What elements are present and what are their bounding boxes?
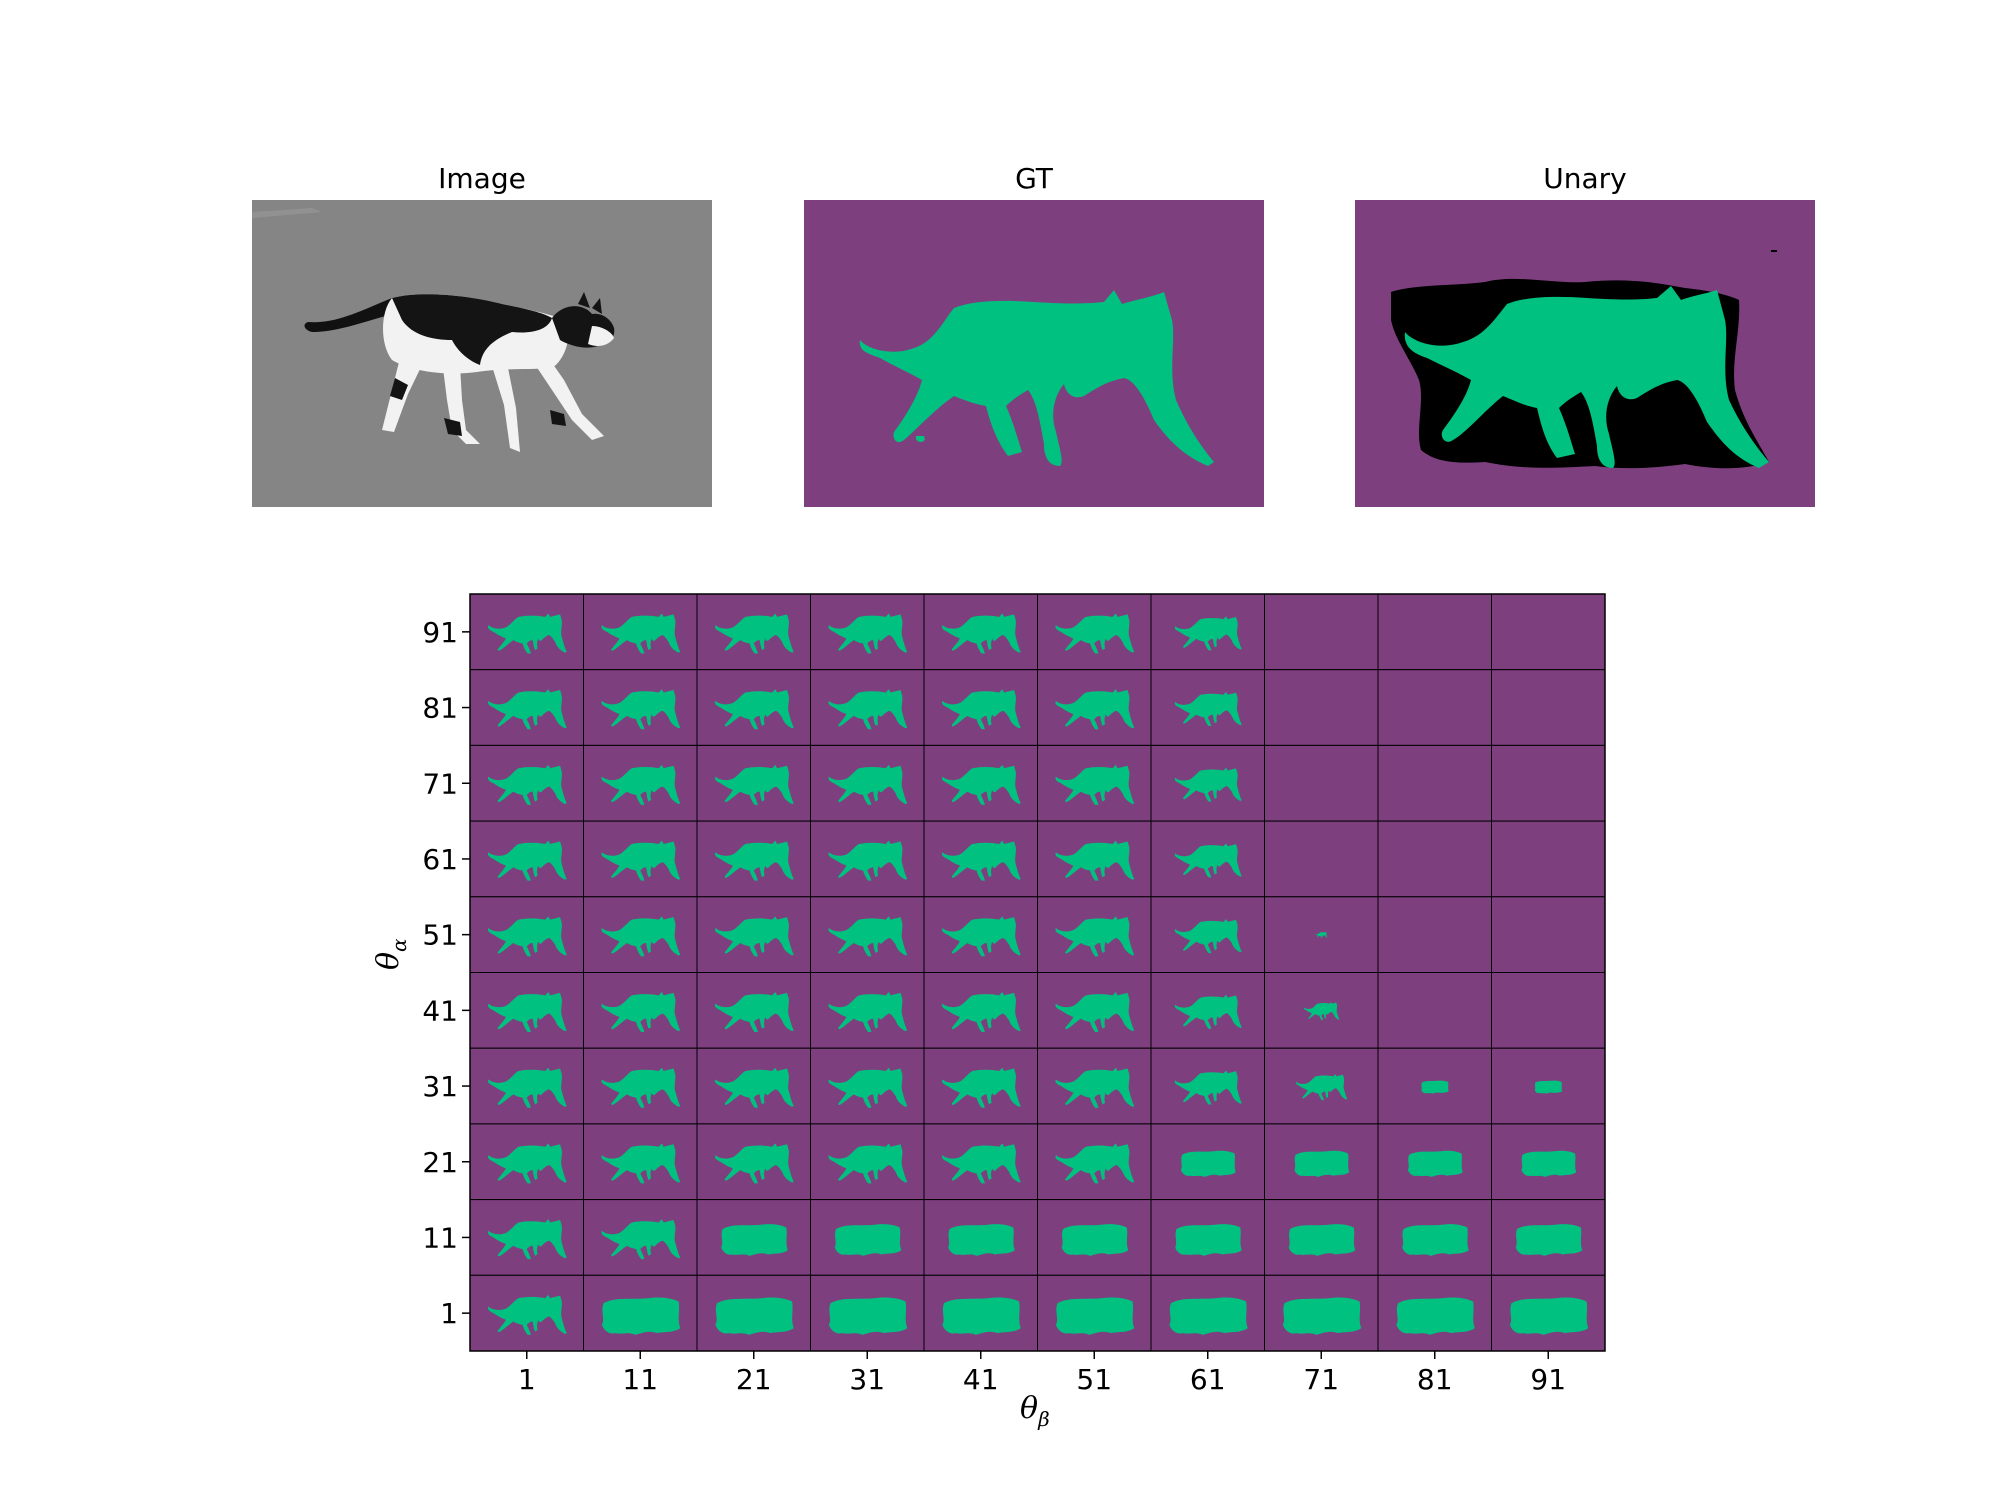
grid-cell (1491, 972, 1606, 1049)
x-axis-label: θβ (1020, 1391, 1050, 1431)
blob-mask (715, 1297, 794, 1335)
cat-photo (252, 200, 712, 507)
blob-mask (1509, 1297, 1589, 1335)
grid-cell (810, 744, 925, 822)
blob-mask (1061, 1224, 1129, 1256)
grid-cells (469, 593, 1606, 1352)
grid-cell (1491, 820, 1606, 898)
blob-mask (1402, 1224, 1469, 1256)
x-tick-label: 91 (1530, 1363, 1566, 1396)
unary-panel-title: Unary (1543, 162, 1627, 195)
grid-cell (1491, 593, 1606, 671)
x-tick-label: 61 (1190, 1363, 1226, 1396)
blob-mask (1288, 1224, 1356, 1256)
y-tick-label: 21 (422, 1146, 458, 1179)
ground-truth-mask (804, 200, 1264, 507)
grid-frame (469, 593, 1606, 1352)
blob-mask (948, 1224, 1015, 1256)
y-axis-label: θα (371, 938, 411, 970)
ground-truth-panel (804, 200, 1264, 507)
x-tick-label: 71 (1303, 1363, 1339, 1396)
x-tick-label: 1 (518, 1363, 536, 1396)
y-tick-label: 61 (422, 843, 458, 876)
y-tick-label: 51 (422, 919, 458, 952)
y-tick-label: 91 (422, 616, 458, 649)
blob-mask (1180, 1150, 1236, 1177)
blob-mask (1294, 1150, 1350, 1177)
y-tick-label: 41 (422, 994, 458, 1027)
x-tick-label: 51 (1076, 1363, 1112, 1396)
input-image-panel (252, 200, 712, 507)
grid-cell (1377, 744, 1492, 822)
grid-cell (1377, 593, 1492, 671)
x-tick-label: 21 (736, 1363, 772, 1396)
grid-cell (1377, 820, 1492, 898)
grid-cell (1491, 896, 1606, 973)
blob-mask (601, 1297, 681, 1335)
grid-cell (1491, 669, 1606, 746)
blob-mask (1521, 1150, 1577, 1177)
grid-cell (1377, 972, 1492, 1049)
grid-cell (1264, 593, 1379, 671)
y-tick-label: 81 (422, 692, 458, 725)
image-panel-title: Image (438, 162, 526, 195)
blob-mask (1534, 1080, 1563, 1094)
x-tick-label: 81 (1417, 1363, 1453, 1396)
y-tick-label: 31 (422, 1070, 458, 1103)
blob-mask (1421, 1080, 1449, 1094)
x-tick-label: 11 (622, 1363, 658, 1396)
blob-mask (1282, 1297, 1362, 1335)
y-tick-label: 1 (440, 1297, 458, 1330)
unary-panel (1355, 200, 1815, 507)
x-tick-label: 31 (849, 1363, 885, 1396)
grid-cell (1377, 896, 1492, 973)
grid-cell (1377, 669, 1492, 746)
y-tick-label: 71 (422, 767, 458, 800)
blob-mask (1515, 1224, 1583, 1256)
x-tick-label: 41 (963, 1363, 999, 1396)
unary-mask (1355, 200, 1815, 507)
blob-mask (942, 1297, 1021, 1335)
grid-cell (1264, 820, 1379, 898)
grid-cell (1264, 744, 1379, 822)
blob-mask (1169, 1297, 1248, 1335)
gt-panel-title: GT (1015, 162, 1053, 195)
blob-mask (1407, 1150, 1463, 1177)
blob-mask (828, 1297, 908, 1335)
blob-mask (1396, 1297, 1475, 1335)
blob-mask (1055, 1297, 1135, 1335)
blob-mask (1175, 1224, 1242, 1256)
y-tick-label: 11 (422, 1221, 458, 1254)
grid-cell (1264, 669, 1379, 746)
blob-mask (721, 1224, 788, 1256)
grid-cell (1491, 744, 1606, 822)
blob-mask (834, 1224, 902, 1256)
